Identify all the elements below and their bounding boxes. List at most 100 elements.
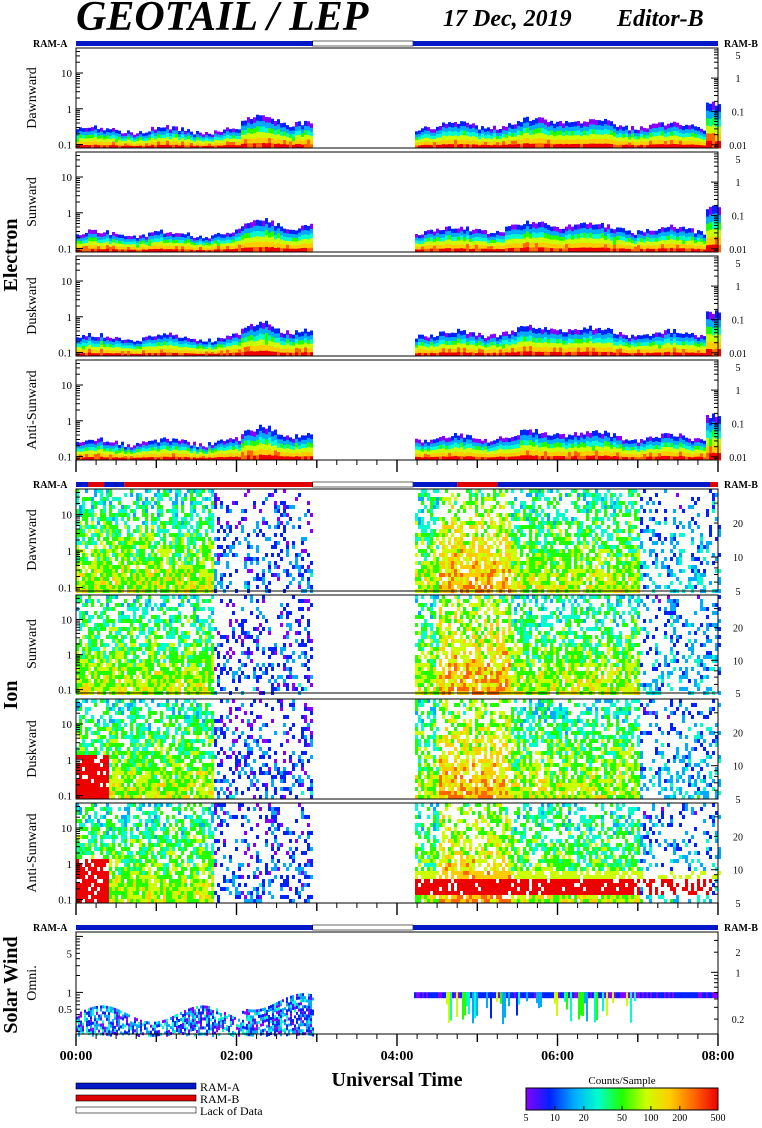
- spectrogram-cell: [556, 330, 559, 335]
- spectrogram-cell: [442, 456, 445, 461]
- right-tick-label: 1: [736, 282, 741, 293]
- spectrogram-cell: [82, 573, 85, 577]
- spectrogram-cell: [583, 341, 586, 347]
- spectrogram-cell: [442, 143, 445, 149]
- spectrogram-cell: [490, 334, 493, 339]
- spectrogram-cell: [562, 135, 565, 141]
- spectrogram-cell: [517, 121, 520, 126]
- spectrogram-cell: [82, 581, 85, 585]
- spectrogram-cell: [535, 118, 538, 124]
- spectrogram-cell: [220, 131, 223, 135]
- spectrogram-cell: [76, 509, 79, 513]
- spectrogram-cell: [88, 348, 91, 353]
- spectrogram-cell: [157, 231, 160, 236]
- spectrogram-cell: [601, 338, 604, 344]
- spectrogram-cell: [715, 105, 718, 114]
- spectrogram-cell: [121, 565, 124, 569]
- spectrogram-cell: [241, 455, 244, 461]
- spectrogram-cell: [241, 247, 244, 253]
- spectrogram-cell: [115, 236, 118, 241]
- spectrogram-cell: [457, 240, 460, 245]
- spectrogram-cell: [118, 529, 121, 533]
- spectrogram-cell: [118, 565, 121, 569]
- spectrogram-cell: [415, 341, 418, 345]
- spectrogram-cell: [535, 434, 538, 440]
- spectrogram-cell: [553, 342, 556, 348]
- spectrogram-cell: [541, 137, 544, 144]
- spectrogram-cell: [574, 233, 577, 239]
- spectrogram-cell: [481, 338, 484, 343]
- spectrogram-cell: [505, 351, 508, 357]
- spectrogram-cell: [160, 438, 163, 443]
- spectrogram-cell: [256, 324, 259, 331]
- spectrogram-cell: [571, 435, 574, 440]
- spectrogram-cell: [532, 222, 535, 228]
- spectrogram-cell: [277, 346, 280, 352]
- spectrogram-cell: [688, 345, 691, 350]
- spectrogram-cell: [523, 429, 526, 435]
- spectrogram-cell: [244, 337, 247, 343]
- spectrogram-cell: [442, 240, 445, 245]
- spectrogram-cell: [478, 332, 481, 338]
- spectrogram-cell: [253, 241, 256, 248]
- spectrogram-cell: [481, 129, 484, 134]
- spectrogram-cell: [475, 438, 478, 443]
- spectrogram-cell: [112, 350, 115, 354]
- spectrogram-cell: [595, 435, 598, 441]
- spectrogram-cell: [130, 453, 133, 457]
- spectrogram-cell: [187, 245, 190, 250]
- spectrogram-cell: [610, 248, 613, 253]
- spectrogram-cell: [121, 240, 124, 244]
- spectrogram-cell: [187, 248, 190, 253]
- right-tick-label: 5: [736, 259, 741, 270]
- spectrogram-cell: [592, 242, 595, 248]
- spectrogram-cell: [106, 521, 109, 525]
- spectrogram-cell: [472, 336, 475, 341]
- spectrogram-cell: [100, 245, 103, 250]
- spectrogram-cell: [169, 444, 172, 448]
- spectrogram-cell: [193, 249, 196, 253]
- spectrogram-cell: [256, 136, 259, 143]
- spectrogram-cell: [547, 435, 550, 440]
- spectrogram-cell: [625, 442, 628, 447]
- spectrogram-cell: [472, 123, 475, 128]
- spectrogram-cell: [295, 330, 298, 335]
- spectrogram-cell: [292, 456, 295, 461]
- spectrogram-cell: [496, 453, 499, 457]
- spectrogram-cell: [448, 247, 451, 253]
- spectrogram-cell: [94, 447, 97, 451]
- spectrogram-cell: [595, 134, 598, 140]
- spectrogram-cell: [475, 449, 478, 454]
- spectrogram-cell: [280, 443, 283, 448]
- spectrogram-cell: [619, 448, 622, 453]
- spectrogram-cell: [592, 238, 595, 244]
- spectrogram-cell: [97, 565, 100, 569]
- spectrogram-cell: [460, 343, 463, 348]
- spectrogram-cell: [247, 122, 250, 128]
- spectrogram-cell: [103, 517, 106, 521]
- spectrogram-cell: [571, 347, 574, 353]
- spectrogram-cell: [283, 232, 286, 237]
- spectrogram-cell: [619, 332, 622, 337]
- spectrogram-cell: [478, 248, 481, 253]
- spectrogram-cell: [646, 248, 649, 253]
- spectrogram-cell: [226, 342, 229, 347]
- spectrogram-cell: [103, 585, 106, 589]
- spectrogram-cell: [598, 134, 601, 140]
- spectrogram-cell: [490, 444, 493, 448]
- spectrogram-cell: [460, 446, 463, 452]
- spectrogram-cell: [127, 444, 130, 448]
- spectrogram-cell: [187, 457, 190, 461]
- spectrogram-cell: [442, 229, 445, 234]
- spectrogram-cell: [625, 342, 628, 346]
- spectrogram-cell: [94, 489, 97, 493]
- spectrogram-cell: [436, 438, 439, 443]
- spectrogram-cell: [121, 541, 124, 545]
- spectrogram-cell: [700, 141, 703, 146]
- spectrogram-cell: [136, 445, 139, 449]
- spectrogram-cell: [190, 137, 193, 141]
- spectrogram-cell: [442, 233, 445, 238]
- spectrogram-cell: [637, 129, 640, 134]
- spectrogram-cell: [472, 352, 475, 357]
- spectrogram-cell: [79, 243, 82, 247]
